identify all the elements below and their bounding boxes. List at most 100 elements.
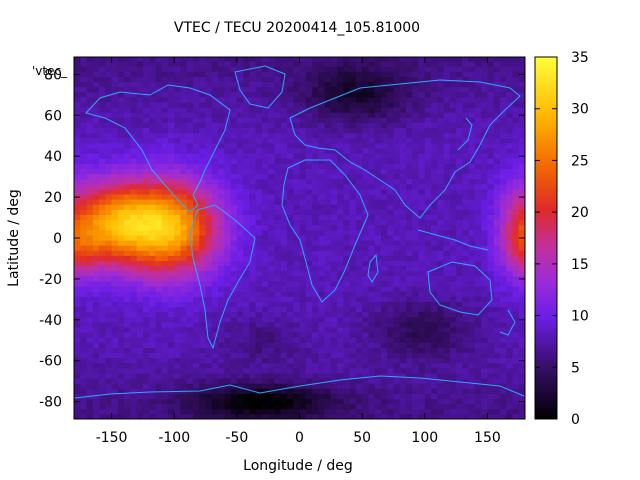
heatmap-cell [456,368,463,374]
heatmap-cell [305,76,313,83]
heatmap-cell [130,266,138,272]
heatmap-cell [456,107,463,114]
heatmap-cell [324,92,332,98]
heatmap-cell [318,76,325,83]
heatmap-cell [293,353,300,359]
heatmap-cell [462,122,470,129]
heatmap-cell [149,179,156,185]
heatmap-cell [399,327,407,333]
heatmap-cell [193,393,200,400]
heatmap-cell [105,332,112,339]
heatmap-cell [193,358,200,364]
heatmap-cell [142,368,150,374]
heatmap-cell [462,317,470,323]
heatmap-cell [456,128,463,134]
heatmap-cell [474,245,482,252]
heatmap-cell [274,286,282,293]
heatmap-cell [387,57,394,62]
heatmap-cell [174,209,181,216]
heatmap-cell [230,266,238,272]
heatmap-cell [117,296,125,303]
heatmap-cell [268,194,275,201]
heatmap-cell [211,153,219,160]
heatmap-cell [261,307,269,313]
heatmap-cell [462,133,470,139]
heatmap-cell [393,148,401,155]
heatmap-cell [74,307,81,313]
heatmap-cell [512,240,520,247]
heatmap-cell [280,347,288,354]
heatmap-cell [518,368,526,374]
heatmap-cell [312,312,319,318]
heatmap-cell [193,404,200,410]
heatmap-cell [86,347,94,354]
heatmap-cell [174,230,181,236]
heatmap-cell [293,245,300,252]
heatmap-cell [124,168,131,175]
heatmap-cell [142,404,150,410]
heatmap-cell [449,92,457,98]
heatmap-cell [474,230,482,236]
heatmap-cell [274,225,282,231]
heatmap-cell [437,194,444,201]
heatmap-cell [180,240,188,247]
heatmap-cell [349,107,357,114]
heatmap-cell [218,128,225,134]
heatmap-cell [355,240,363,247]
heatmap-cell [481,179,488,185]
heatmap-cell [362,363,369,369]
heatmap-cell [174,220,181,226]
heatmap-cell [493,307,501,313]
heatmap-cell [174,107,181,114]
heatmap-cell [512,261,520,267]
heatmap-cell [293,199,300,206]
heatmap-cell [124,133,131,139]
heatmap-cell [149,57,156,62]
heatmap-cell [512,245,520,252]
heatmap-cell [462,82,470,88]
heatmap-cell [249,199,257,206]
heatmap-cell [155,179,163,185]
heatmap-cell [293,301,300,308]
heatmap-cell [437,393,444,400]
heatmap-cell [474,153,482,160]
heatmap-cell [380,255,388,262]
heatmap-cell [193,220,200,226]
heatmap-cell [299,184,307,190]
heatmap-cell [124,230,131,236]
heatmap-cell [167,353,175,359]
heatmap-cell [105,378,112,385]
heatmap-cell [518,404,526,410]
heatmap-cell [155,168,163,175]
heatmap-cell [230,225,238,231]
heatmap-cell [74,383,81,390]
heatmap-cell [355,76,363,83]
heatmap-cell [111,133,119,139]
heatmap-cell [111,332,119,339]
heatmap-cell [86,240,94,247]
heatmap-cell [387,225,394,231]
heatmap-cell [99,82,106,88]
heatmap-cell [280,57,288,62]
heatmap-cell [418,291,426,298]
heatmap-cell [412,92,419,98]
heatmap-cell [249,194,257,201]
heatmap-cell [431,112,438,119]
heatmap-cell [362,332,369,339]
heatmap-cell [274,388,282,395]
heatmap-cell [149,409,156,415]
heatmap-cell [362,199,369,206]
heatmap-cell [299,143,307,149]
heatmap-cell [443,271,451,277]
heatmap-cell [268,61,275,68]
heatmap-cell [474,342,482,349]
heatmap-cell [99,307,106,313]
heatmap-cell [136,235,144,241]
heatmap-cell [211,107,219,114]
heatmap-cell [80,158,87,165]
heatmap-cell [443,174,451,180]
heatmap-cell [506,158,513,165]
heatmap-cell [355,61,363,68]
heatmap-cell [305,240,313,247]
heatmap-cell [293,368,300,374]
